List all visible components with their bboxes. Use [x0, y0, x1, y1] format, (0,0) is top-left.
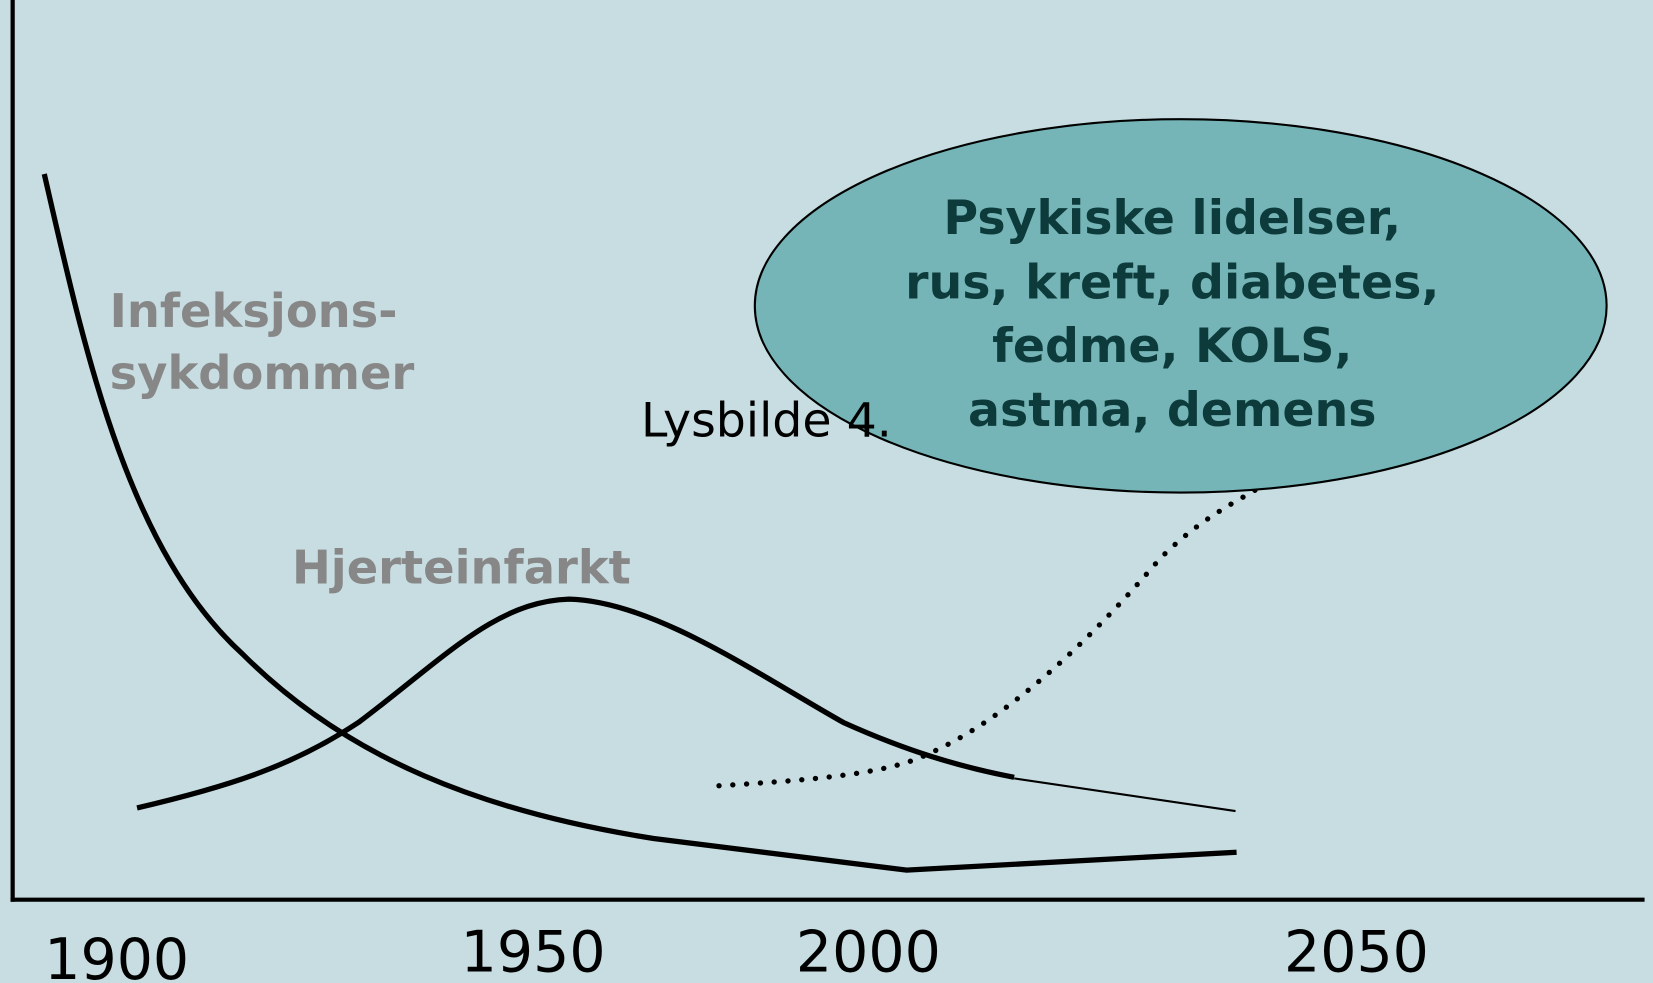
heart-curve-projection [1013, 777, 1236, 813]
curve-label: sykdommer [110, 346, 415, 400]
year-label: 2000 [796, 919, 941, 983]
chronic-curve [716, 466, 1289, 789]
year-label: 2050 [1284, 919, 1429, 983]
bubble-text: fedme, KOLS, [992, 319, 1352, 374]
year-label: 1950 [461, 919, 606, 983]
bubble-text: astma, demens [968, 383, 1377, 438]
bubble-text: Psykiske lidelser, [943, 191, 1401, 246]
year-label: 1900 [44, 927, 189, 983]
slide-label: Lysbilde 4. [641, 394, 892, 449]
bubble-text: rus, kreft, diabetes, [905, 255, 1439, 310]
heart-curve [136, 596, 1015, 811]
curve-label: Hjerteinfarkt [292, 540, 631, 594]
curve-label: Infeksjons- [110, 284, 398, 338]
bubble [753, 118, 1608, 494]
infection-curve [41, 173, 1237, 873]
